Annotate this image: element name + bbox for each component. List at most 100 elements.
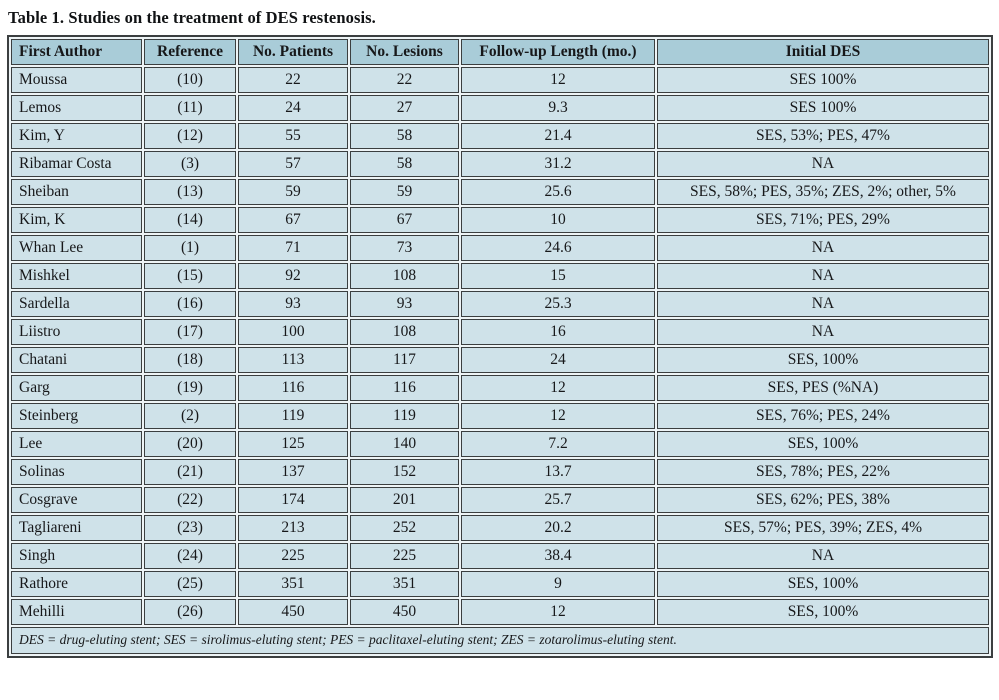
column-header: No. Lesions	[350, 39, 459, 65]
table-cell: Kim, K	[11, 207, 142, 233]
table-cell: 351	[350, 571, 459, 597]
table-row: Moussa (10) 22 22 12 SES 100%	[11, 67, 989, 93]
column-header: Follow-up Length (mo.)	[461, 39, 655, 65]
table-cell: 27	[350, 95, 459, 121]
table-footnote: DES = drug-eluting stent; SES = sirolimu…	[11, 627, 989, 654]
table-header-row: First Author Reference No. Patients No. Les…	[11, 39, 989, 65]
table-cell: 58	[350, 123, 459, 149]
table-cell: SES, 62%; PES, 38%	[657, 487, 989, 513]
table-cell: 137	[238, 459, 348, 485]
table-cell: (21)	[144, 459, 236, 485]
table-cell: 71	[238, 235, 348, 261]
table-cell: 67	[238, 207, 348, 233]
table-cell: (24)	[144, 543, 236, 569]
table-cell: 57	[238, 151, 348, 177]
document-page: Table 1. Studies on the treatment of DES…	[7, 8, 993, 658]
column-header: Initial DES	[657, 39, 989, 65]
table-cell: Tagliareni	[11, 515, 142, 541]
table-cell: (10)	[144, 67, 236, 93]
table-cell: 93	[350, 291, 459, 317]
column-header: First Author	[11, 39, 142, 65]
table-cell: SES, PES (%NA)	[657, 375, 989, 401]
table-cell: SES, 71%; PES, 29%	[657, 207, 989, 233]
table-cell: (16)	[144, 291, 236, 317]
table-cell: NA	[657, 235, 989, 261]
table-cell: 140	[350, 431, 459, 457]
table-cell: 12	[461, 403, 655, 429]
table-cell: Singh	[11, 543, 142, 569]
table-row: Mehilli (26) 450 450 12 SES, 100%	[11, 599, 989, 625]
table-cell: (3)	[144, 151, 236, 177]
table-cell: 100	[238, 319, 348, 345]
studies-table: First Author Reference No. Patients No. Les…	[7, 35, 993, 658]
table-row: Sheiban (13) 59 59 25.6 SES, 58%; PES, 35%; Z…	[11, 179, 989, 205]
table-row: Garg (19) 116 116 12 SES, PES (%NA)	[11, 375, 989, 401]
table-cell: (14)	[144, 207, 236, 233]
table-cell: 20.2	[461, 515, 655, 541]
table-cell: 125	[238, 431, 348, 457]
table-cell: Cosgrave	[11, 487, 142, 513]
table-row: Sardella (16) 93 93 25.3 NA	[11, 291, 989, 317]
table-cell: Lee	[11, 431, 142, 457]
table-cell: 108	[350, 319, 459, 345]
table-cell: 12	[461, 375, 655, 401]
table-row: Steinberg (2) 119 119 12 SES, 76%; PES, 24%	[11, 403, 989, 429]
table-cell: 24	[461, 347, 655, 373]
table-cell: 25.6	[461, 179, 655, 205]
table-cell: 25.3	[461, 291, 655, 317]
table-cell: Garg	[11, 375, 142, 401]
table-cell: 450	[350, 599, 459, 625]
table-cell: (18)	[144, 347, 236, 373]
table-row: Liistro (17) 100 108 16 NA	[11, 319, 989, 345]
table-cell: 9.3	[461, 95, 655, 121]
table-cell: (15)	[144, 263, 236, 289]
table-cell: 351	[238, 571, 348, 597]
table-cell: 117	[350, 347, 459, 373]
table-row: Chatani (18) 113 117 24 SES, 100%	[11, 347, 989, 373]
table-cell: SES, 100%	[657, 347, 989, 373]
table-cell: SES, 58%; PES, 35%; ZES, 2%; other, 5%	[657, 179, 989, 205]
table-cell: (13)	[144, 179, 236, 205]
table-cell: 225	[238, 543, 348, 569]
table-cell: NA	[657, 291, 989, 317]
table-cell: Solinas	[11, 459, 142, 485]
table-cell: 116	[350, 375, 459, 401]
table-cell: Ribamar Costa	[11, 151, 142, 177]
table-cell: (12)	[144, 123, 236, 149]
table-cell: 16	[461, 319, 655, 345]
table-row: Lemos (11) 24 27 9.3 SES 100%	[11, 95, 989, 121]
table-row: Ribamar Costa (3) 57 58 31.2 NA	[11, 151, 989, 177]
table-cell: Rathore	[11, 571, 142, 597]
table-cell: Mehilli	[11, 599, 142, 625]
table-cell: SES, 100%	[657, 571, 989, 597]
table-cell: 113	[238, 347, 348, 373]
table-cell: NA	[657, 319, 989, 345]
table-cell: SES, 100%	[657, 599, 989, 625]
table-cell: NA	[657, 263, 989, 289]
table-cell: 15	[461, 263, 655, 289]
table-cell: Steinberg	[11, 403, 142, 429]
table-row: Mishkel (15) 92 108 15 NA	[11, 263, 989, 289]
table-cell: 152	[350, 459, 459, 485]
table-row: Cosgrave (22) 174 201 25.7 SES, 62%; PES, 38%	[11, 487, 989, 513]
table-cell: Lemos	[11, 95, 142, 121]
table-row: Rathore (25) 351 351 9 SES, 100%	[11, 571, 989, 597]
table-row: Tagliareni (23) 213 252 20.2 SES, 57%; PES, 3…	[11, 515, 989, 541]
table-cell: 59	[238, 179, 348, 205]
table-cell: 24	[238, 95, 348, 121]
table-cell: SES, 53%; PES, 47%	[657, 123, 989, 149]
table-title: Table 1. Studies on the treatment of DES…	[8, 8, 376, 27]
table-cell: 13.7	[461, 459, 655, 485]
table-cell: 9	[461, 571, 655, 597]
table-cell: 55	[238, 123, 348, 149]
table-cell: (23)	[144, 515, 236, 541]
table-cell: Sheiban	[11, 179, 142, 205]
table-cell: (25)	[144, 571, 236, 597]
table-cell: (17)	[144, 319, 236, 345]
table-cell: 73	[350, 235, 459, 261]
table-cell: 450	[238, 599, 348, 625]
table-cell: 25.7	[461, 487, 655, 513]
table-cell: (19)	[144, 375, 236, 401]
column-header: Reference	[144, 39, 236, 65]
table-cell: SES, 100%	[657, 431, 989, 457]
